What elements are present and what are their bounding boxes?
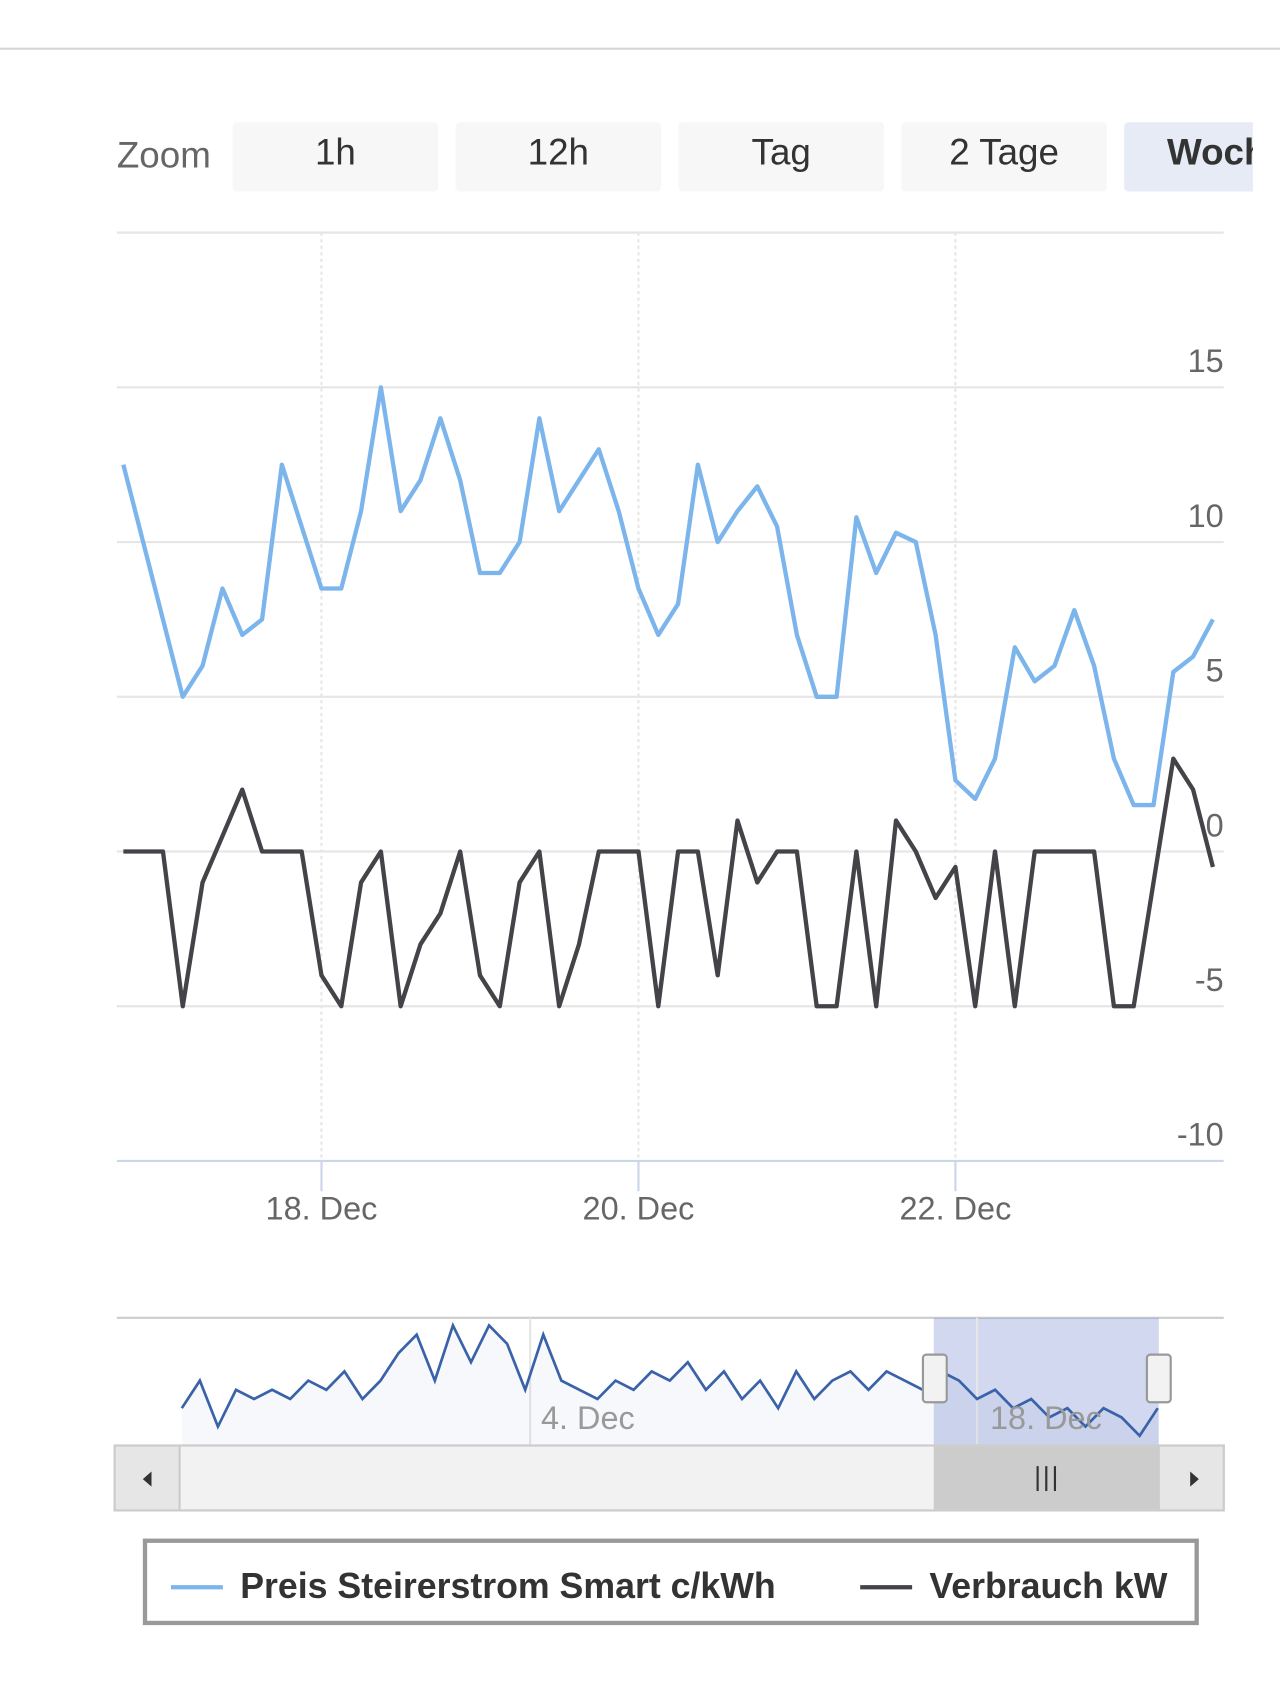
zoom-buttons: 1h 12h Tag 2 Tage Woche bbox=[232, 122, 1280, 192]
y-tick-label: 15 bbox=[1188, 343, 1224, 379]
zoom-button-label: Woche bbox=[1167, 131, 1280, 172]
thumb-grip bbox=[1036, 1466, 1057, 1491]
zoom-label: Zoom bbox=[117, 135, 211, 176]
y-tick-label: 0 bbox=[1206, 807, 1224, 843]
zoom-button[interactable] bbox=[901, 122, 1107, 192]
plot: -10 -5 0 5 10 15 18. Dec 20. Dec 22. Dec bbox=[116, 232, 1224, 1226]
zoom-button[interactable] bbox=[1124, 122, 1280, 192]
legend-label: Verbrauch kW bbox=[929, 1566, 1167, 1606]
x-tick-label: 22. Dec bbox=[900, 1190, 1012, 1226]
y-tick-label: 10 bbox=[1188, 498, 1224, 534]
zoom-button-label: Tag bbox=[752, 131, 811, 172]
legend: Preis Steirerstrom Smart c/kWh Verbrauch … bbox=[170, 1566, 1168, 1606]
nav-handle[interactable] bbox=[921, 1353, 948, 1404]
zoom-button[interactable] bbox=[232, 122, 439, 192]
zoom-button-label: 12h bbox=[528, 131, 589, 172]
zoom-button-label: 1h bbox=[315, 131, 356, 172]
legend-label: Preis Steirerstrom Smart c/kWh bbox=[240, 1566, 776, 1606]
zoom-button[interactable] bbox=[455, 122, 662, 192]
nav-mask bbox=[933, 1317, 1159, 1445]
nav-label: 18. Dec bbox=[990, 1400, 1102, 1436]
zoom-button[interactable] bbox=[678, 122, 884, 192]
series-line bbox=[121, 385, 1215, 808]
arrow-left bbox=[142, 1471, 152, 1487]
scrollbar bbox=[113, 1353, 1225, 1512]
legend-box bbox=[142, 1538, 1199, 1626]
x-tick-label: 18. Dec bbox=[266, 1190, 378, 1226]
navigator: 4. Dec 18. Dec bbox=[116, 1316, 1224, 1445]
nav-line bbox=[180, 1321, 1159, 1438]
nav-handle[interactable] bbox=[1145, 1353, 1172, 1404]
series-line bbox=[123, 756, 1216, 1009]
y-tick-label: -5 bbox=[1195, 962, 1224, 998]
zoom-button-label: 2 Tage bbox=[949, 131, 1059, 172]
nav-label: 4. Dec bbox=[541, 1400, 635, 1436]
y-tick-label: 5 bbox=[1206, 653, 1224, 689]
nav-area bbox=[181, 1325, 1158, 1445]
arrow-right bbox=[1190, 1471, 1199, 1487]
x-tick-label: 20. Dec bbox=[583, 1190, 695, 1226]
y-tick-label: -10 bbox=[1177, 1117, 1224, 1153]
